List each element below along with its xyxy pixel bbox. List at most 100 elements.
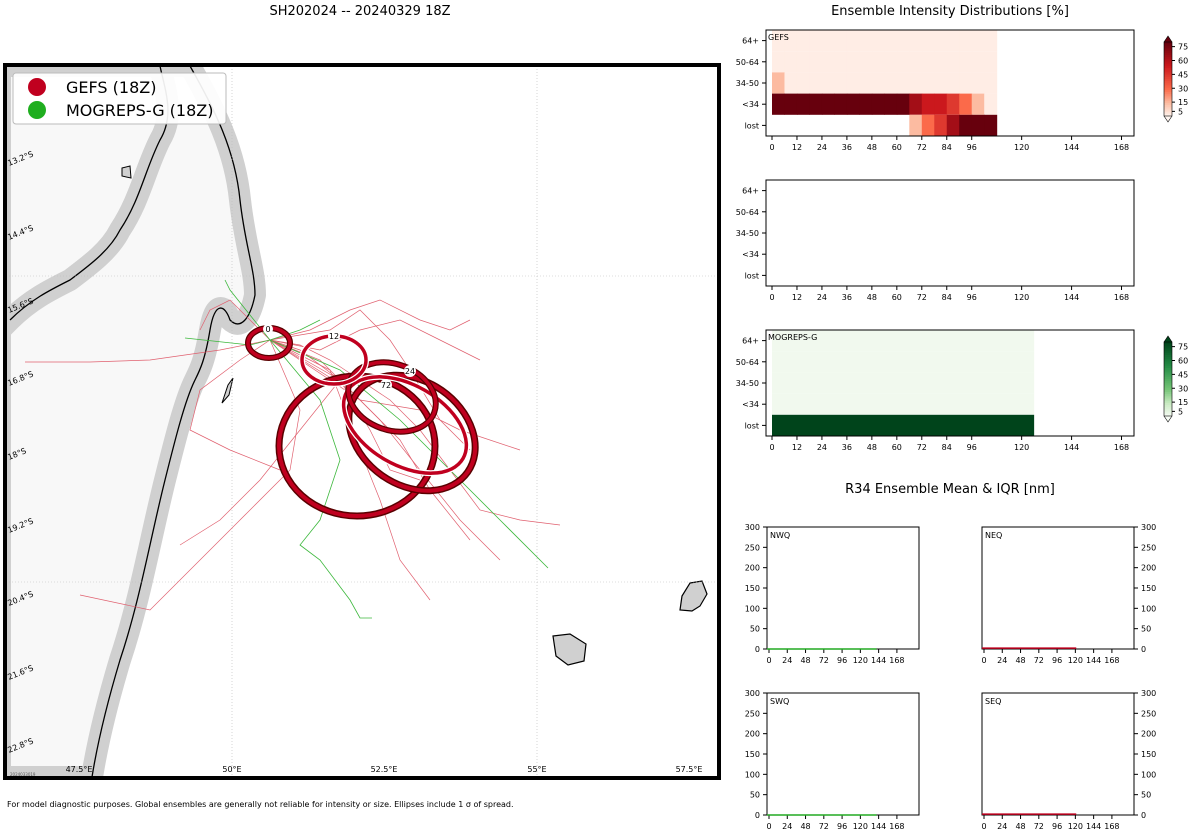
heatmap-cell [984,30,998,52]
heatmap-cell [934,93,948,115]
heatmap-cell [946,30,960,52]
colorbar-tick-label: 5 [1178,107,1183,116]
colorbar-step [1164,103,1172,106]
heatmap-cell [871,30,885,52]
r34-panel-label: NWQ [770,531,790,540]
heatmap-cell [984,72,998,94]
colorbar-step [1164,412,1172,415]
x-tick-label: 144 [1064,143,1079,152]
r34-y-tick-label: 300 [1141,523,1156,532]
heatmap-cell [909,93,923,115]
heatmap-cell [772,330,1035,352]
r34-y-tick-label: 250 [745,543,760,552]
colorbar-step [1164,414,1172,417]
colorbar-step [1164,84,1172,87]
r34-y-tick-label: 300 [745,689,760,698]
colorbar-step [1164,66,1172,69]
r34-panel-label: NEQ [985,531,1002,540]
colorbar-step [1164,69,1172,73]
heatmap-cell [846,72,860,94]
r34-y-tick-label: 250 [1141,543,1156,552]
x-tick-label: 0 [769,293,774,302]
x-tick-label: 24 [817,443,827,452]
heatmap-cell [959,114,973,136]
x-tick-label: 168 [1114,293,1129,302]
heatmap-cell [884,93,898,115]
r34-y-tick-label: 250 [1141,709,1156,718]
colorbar-step [1164,371,1172,375]
heatmap-cell [834,93,848,115]
island-reunion-east [679,580,708,612]
r34-x-tick-label: 72 [819,656,829,665]
colorbar-step [1164,391,1172,395]
r34-y-tick-label: 0 [1141,811,1146,820]
r34-y-tick-label: 200 [745,730,760,739]
colorbar-step [1164,45,1172,49]
r34-x-tick-label: 120 [853,822,868,831]
colorbar-step [1164,380,1172,384]
ellipse-tag-12: 12 [329,332,339,341]
x-tick-label: 96 [967,443,977,452]
y-tick-label: 64+ [742,187,759,196]
x-tick-label: 24 [817,143,827,152]
x-tick-label: 72 [917,293,927,302]
r34-y-tick-label: 0 [755,811,760,820]
heatmap-cell [984,51,998,73]
colorbar-step [1164,91,1172,95]
heatmap-cell [984,93,998,115]
r34-y-tick-label: 100 [1141,604,1156,613]
r34-frame [766,692,920,816]
ellipse-tag-24: 24 [405,367,415,376]
heatmap-cell [971,114,985,136]
colorbar-step [1164,358,1172,362]
x-tick-label: 60 [892,293,902,302]
x-tick-label: 60 [892,443,902,452]
r34-y-tick-label: 200 [745,564,760,573]
r34-x-tick-label: 24 [782,822,792,831]
island-small-2 [221,377,234,404]
heatmap-cell [959,72,973,94]
heatmap-cell [772,93,785,115]
colorbar-step [1164,104,1172,108]
forecast-ellipses [245,325,479,520]
y-tick-label: <34 [742,250,759,259]
x-tick-label: 84 [942,443,952,452]
lon-label: 52.5°E [371,765,398,774]
r34-x-tick-label: 144 [871,822,886,831]
heatmap-cell [784,51,798,73]
lon-label: 47.5°E [66,765,93,774]
colorbar-step [1164,399,1172,402]
heatmap-cell [821,72,835,94]
heatmap-cell [821,93,835,115]
legend-gefs-marker [28,78,46,96]
empty-heatmap: 64+ 50-64 34-50 <34 lost 0 12 24 36 48 60 72 84 96 120… [736,179,1135,302]
x-tick-label: 36 [842,443,852,452]
r34-panel-label: SEQ [985,697,1001,706]
heatmap-cell [772,351,1035,373]
colorbar-step [1164,49,1172,52]
colorbar-tick-label: 75 [1178,43,1188,52]
colorbar-step [1164,382,1172,386]
colorbar-step [1164,386,1172,389]
heatmap-cell [946,72,960,94]
colorbar-step [1164,75,1172,78]
r34-x-tick-label: 120 [1068,656,1083,665]
heatmap-cell [772,30,785,52]
r34-x-tick-label: 96 [837,656,847,665]
colorbar-tick-label: 15 [1178,98,1188,107]
heatmap-cell [859,72,873,94]
x-tick-label: 168 [1114,443,1129,452]
colorbar-tick-label: 75 [1178,343,1188,352]
lon-label: 55°E [527,765,546,774]
heatmap-cell [896,30,910,52]
heatmap-cell [809,93,823,115]
heatmap-cell [946,93,960,115]
map-legend: GEFS (18Z) MOGREPS-G (18Z) [12,72,227,125]
heatmap-cell [772,393,1035,415]
x-tick-label: 0 [769,443,774,452]
r34-x-tick-label: 72 [819,822,829,831]
gefs-colorbar: 75 60 45 30 155 [1163,35,1188,123]
x-tick-label: 144 [1064,443,1079,452]
colorbar-step [1164,86,1172,89]
r34-frame [981,692,1135,816]
